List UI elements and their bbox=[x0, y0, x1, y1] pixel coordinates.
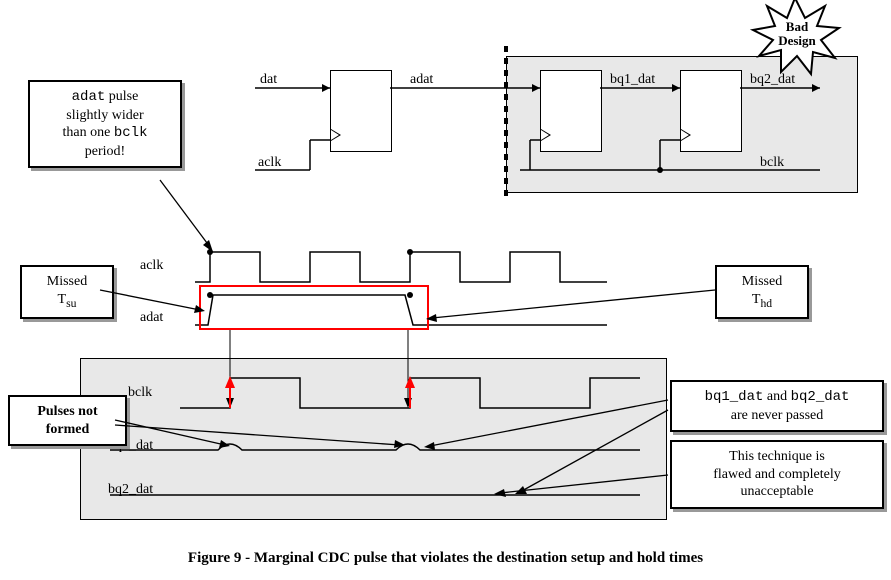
figure-caption: Figure 9 - Marginal CDC pulse that viola… bbox=[0, 550, 891, 567]
callout-leaders bbox=[0, 0, 891, 580]
